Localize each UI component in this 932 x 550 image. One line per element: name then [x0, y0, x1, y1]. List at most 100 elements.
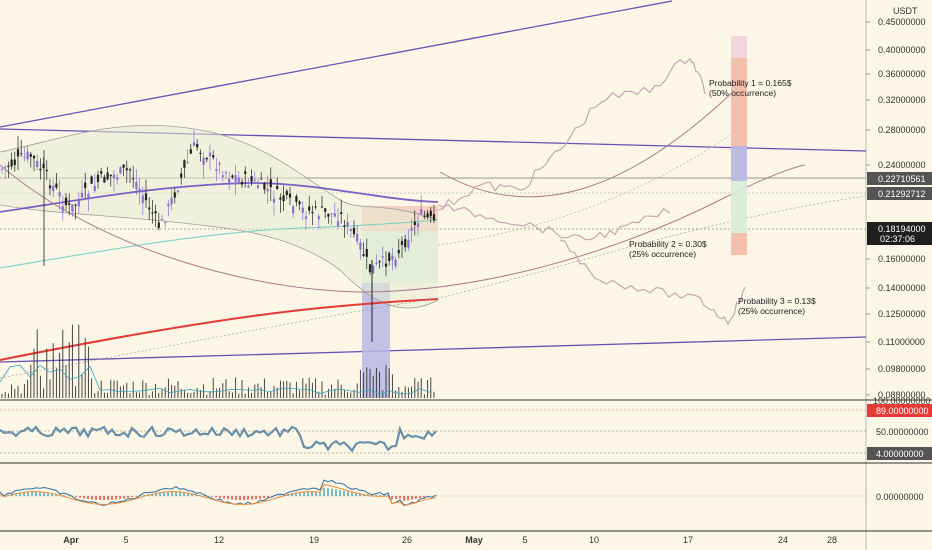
- price-tick-label: 0.14000000: [878, 283, 926, 293]
- candle-body: [426, 213, 429, 218]
- candle-body: [295, 196, 298, 202]
- candle-body: [189, 149, 192, 154]
- candle-body: [112, 174, 116, 179]
- price-tick-label: 0.16000000: [878, 254, 926, 264]
- candle-body: [125, 168, 128, 171]
- rsi-panel[interactable]: [0, 425, 437, 453]
- candle-body: [429, 210, 432, 217]
- scenario-1-line2: (25% occurrence): [629, 249, 696, 259]
- level-tags: 0.22710561 0.21292712 0.18194000 02:37:0…: [867, 172, 932, 245]
- candle-body: [234, 175, 237, 182]
- candle-body: [327, 213, 330, 217]
- candle-body: [375, 262, 378, 265]
- date-tick-label: 17: [683, 535, 693, 545]
- lower-support-trendline[interactable]: [0, 336, 867, 363]
- price-tick-label: 0.28000000: [878, 125, 926, 135]
- moving-average-purple: [0, 182, 439, 213]
- candle-body: [183, 160, 186, 168]
- date-tick-label: 26: [402, 535, 412, 545]
- candle-body: [135, 181, 138, 190]
- candle-body: [372, 265, 375, 274]
- candle-body: [13, 159, 16, 166]
- candle-body: [301, 207, 304, 213]
- candle-body: [432, 214, 436, 221]
- volume-ma: [0, 364, 431, 395]
- candle-body: [356, 233, 359, 242]
- candle-body: [186, 161, 189, 163]
- candle-body: [151, 212, 154, 214]
- candle-body: [359, 242, 362, 250]
- candle-body: [157, 222, 160, 228]
- candle-body: [10, 159, 13, 167]
- candle-body: [276, 185, 279, 190]
- candle-body: [176, 190, 180, 192]
- candle-body: [352, 227, 356, 235]
- candle-body: [407, 239, 410, 248]
- bollinger-band-fill: [0, 125, 438, 309]
- candle-body: [320, 206, 324, 208]
- candle-body: [80, 192, 84, 198]
- candle-body: [314, 206, 317, 208]
- candle-body: [292, 206, 295, 214]
- candle-body: [346, 221, 349, 227]
- level-tag-1: 0.22710561: [878, 174, 926, 184]
- candle-body: [61, 205, 64, 212]
- candle-body: [330, 213, 333, 215]
- candle-body: [247, 185, 250, 188]
- macd-zero-label: 0.00000000: [876, 492, 924, 502]
- candle-body: [205, 157, 208, 160]
- candle-body: [196, 143, 199, 148]
- bollinger-lower: [0, 204, 439, 309]
- candle-body: [96, 174, 100, 182]
- candle-body: [122, 164, 125, 168]
- date-tick-label: 10: [589, 535, 599, 545]
- rsi-signal: [0, 426, 437, 452]
- dotted-projection-middle: [437, 134, 731, 246]
- macd-panel[interactable]: [0, 479, 866, 507]
- candle-body: [16, 149, 20, 157]
- candle-body: [413, 221, 416, 225]
- candle-body: [84, 182, 87, 189]
- candle-body: [404, 239, 407, 248]
- level-tag-1-bg: [867, 172, 932, 185]
- scenario-1-line1: Probability 2 = 0.30$: [629, 239, 707, 249]
- dotted-projection-lower: [0, 195, 867, 379]
- candle-body: [384, 263, 388, 267]
- candle-body: [160, 219, 164, 221]
- candle-body: [208, 152, 212, 157]
- price-tick-label: 0.36000000: [878, 69, 926, 79]
- price-tick-label: 0.45000000: [878, 17, 926, 27]
- price-tick-label: 0.32000000: [878, 95, 926, 105]
- projection-paths: [437, 57, 746, 326]
- rsi-top-label: 100.00000000: [873, 396, 931, 406]
- candle-body: [7, 165, 10, 168]
- price-axis[interactable]: USDT 0.45000000 0.40000000 0.36000000 0.320…: [866, 6, 926, 400]
- candle-body: [119, 167, 122, 174]
- candle-body: [55, 183, 58, 188]
- probability-bottom-zone: [731, 233, 747, 255]
- candle-body: [58, 192, 61, 197]
- candles-layer: [0, 130, 436, 342]
- candle-body: [23, 156, 26, 158]
- rsi-89-tag: 89.00000000: [876, 406, 929, 416]
- candle-body: [282, 195, 285, 202]
- candle-body: [311, 212, 314, 214]
- candle-body: [308, 206, 311, 211]
- candle-body: [93, 185, 96, 192]
- candle-body: [378, 261, 381, 263]
- rsi-50-tag-bg: [867, 425, 932, 438]
- upper-rising-trendline[interactable]: [0, 0, 673, 128]
- candle-body: [340, 212, 343, 215]
- candle-body: [269, 179, 272, 188]
- candle-body: [71, 204, 74, 212]
- rsi-4-tag-bg: [867, 447, 932, 460]
- candle-body: [199, 152, 202, 154]
- candle-body: [141, 195, 144, 204]
- candle-body: [45, 169, 48, 172]
- probability-mid-zone: [731, 146, 747, 181]
- scenario-3-line2: (25% occurrence): [738, 306, 805, 316]
- date-axis[interactable]: Apr 5 12 19 26 May 5 10 17 24 28: [63, 535, 837, 545]
- candle-body: [48, 185, 52, 189]
